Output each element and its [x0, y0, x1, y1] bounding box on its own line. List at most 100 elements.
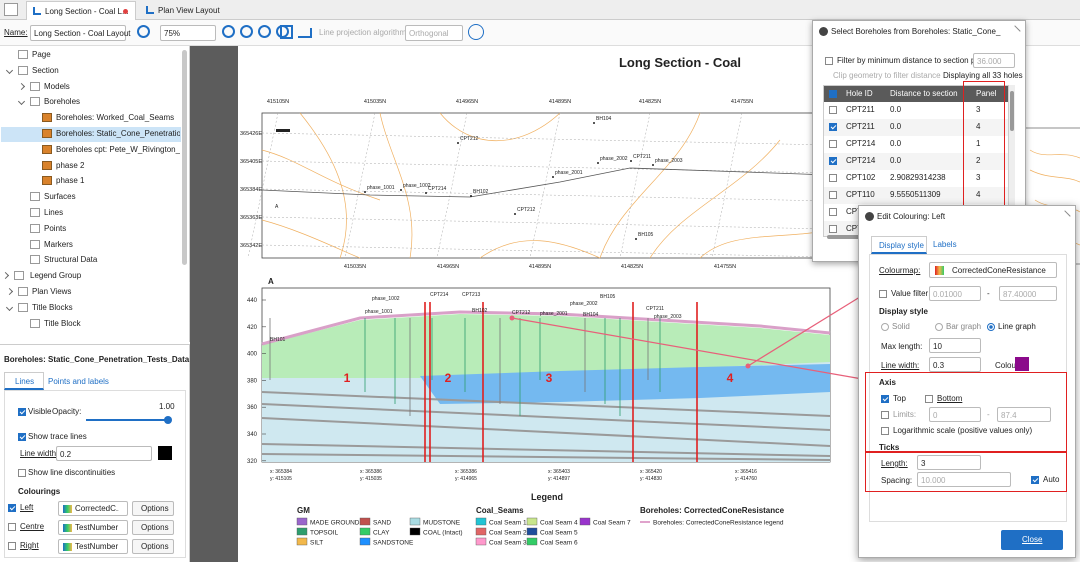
input[interactable]: 0.2	[56, 446, 152, 461]
borehole-label: BH102	[473, 189, 489, 195]
toolbar-icon[interactable]	[240, 25, 253, 38]
checkbox[interactable]	[881, 411, 889, 419]
plan-tick-label: 414825N	[639, 99, 661, 105]
column-header[interactable]: Hole ID	[846, 89, 873, 98]
slider-knob[interactable]	[164, 416, 172, 424]
input[interactable]: 87.40000	[999, 286, 1057, 301]
input[interactable]: 0.01000	[929, 286, 981, 301]
checkbox[interactable]	[8, 504, 16, 512]
tree-item[interactable]: Points	[44, 223, 67, 233]
tree-item[interactable]: Boreholes: Worked_Coal_Seams	[56, 113, 175, 123]
checkbox[interactable]	[1031, 476, 1039, 484]
zoom-icon[interactable]	[137, 25, 150, 38]
checkbox[interactable]	[8, 542, 16, 550]
checkbox[interactable]	[925, 395, 933, 403]
options-button[interactable]: Options	[132, 539, 174, 554]
input[interactable]: 10	[929, 338, 981, 353]
help-icon[interactable]	[468, 24, 484, 40]
tab-label[interactable]: Labels	[933, 240, 957, 249]
tree-item[interactable]: phase 2	[56, 160, 85, 170]
tree-item[interactable]: Section	[32, 65, 59, 75]
menu-button[interactable]	[4, 3, 18, 16]
checkbox[interactable]	[825, 57, 833, 65]
checkbox[interactable]	[8, 523, 16, 531]
input[interactable]: 0.3	[929, 357, 981, 372]
legend-swatch	[409, 527, 421, 536]
plan-grid-line	[261, 188, 831, 202]
column-header[interactable]: Distance to section	[890, 89, 958, 98]
tree-item[interactable]: Models	[44, 81, 70, 91]
input[interactable]: 87.4	[997, 407, 1051, 422]
colourmap-icon	[63, 524, 72, 532]
checkbox[interactable]	[18, 469, 26, 477]
radio-label[interactable]: Bar graph	[946, 322, 982, 331]
checkbox[interactable]	[829, 225, 837, 233]
colour-swatch[interactable]	[1015, 357, 1029, 371]
input[interactable]: Long Section - Coal Layout	[30, 25, 131, 41]
checkbox[interactable]	[18, 408, 26, 416]
tree-item[interactable]: Boreholes	[44, 97, 81, 107]
label: Bottom	[937, 394, 963, 403]
checkbox[interactable]	[881, 427, 889, 435]
tree-item[interactable]: phase 1	[56, 176, 85, 186]
tree-item[interactable]: Markers	[44, 239, 73, 249]
checkbox[interactable]	[829, 157, 837, 165]
checkbox[interactable]	[18, 433, 26, 441]
tree-item[interactable]: Boreholes: Static_Cone_Penetration_Tests	[56, 129, 180, 138]
checkbox[interactable]	[829, 123, 837, 131]
tab[interactable]: Plan View Layout	[140, 1, 250, 20]
checkbox[interactable]	[829, 106, 837, 114]
radio[interactable]	[987, 323, 995, 331]
borehole-label: phase_2001	[555, 170, 583, 176]
tab[interactable]: Long Section - Coal L...	[26, 1, 136, 20]
dialog-tab[interactable]: Display style	[871, 236, 927, 254]
toolbar-icon[interactable]	[258, 25, 271, 38]
radio-label[interactable]: Line graph	[998, 322, 1036, 331]
tree-item[interactable]: Structural Data	[44, 255, 98, 265]
tree-item[interactable]: Lines	[44, 208, 64, 217]
prop-tab-label[interactable]: Points and labels	[48, 377, 109, 386]
checkbox[interactable]	[829, 174, 837, 182]
input[interactable]: 36.000	[973, 53, 1015, 68]
tree-item[interactable]: Legend Group	[30, 271, 82, 281]
tree-item[interactable]: Plan Views	[32, 287, 72, 296]
input-value: 10	[933, 341, 942, 351]
colourmap-select[interactable]: CorrectedConeResistance	[929, 262, 1057, 278]
options-button[interactable]: Options	[132, 501, 174, 516]
plan-tick-label: 365384E	[240, 187, 262, 193]
legend-group-title: Coal_Seams	[476, 506, 524, 515]
seam-line	[261, 417, 831, 447]
tree-item[interactable]: Surfaces	[44, 192, 76, 202]
radio[interactable]	[935, 323, 943, 331]
legend-label: SANDSTONE	[373, 540, 414, 547]
checkbox[interactable]	[879, 290, 887, 298]
close-icon[interactable]	[1009, 25, 1021, 37]
input[interactable]: 75%	[160, 25, 216, 41]
input[interactable]: 0	[929, 407, 981, 422]
tree-item[interactable]: Title Block	[44, 318, 81, 328]
tree-item[interactable]: Page	[32, 50, 51, 59]
toolbar-icon[interactable]	[222, 25, 235, 38]
checkbox[interactable]	[829, 208, 837, 216]
tree-item[interactable]: Title Blocks	[32, 302, 73, 312]
colourmap-select[interactable]: CorrectedC...	[58, 501, 128, 516]
options-button[interactable]: Options	[132, 520, 174, 535]
save-icon[interactable]	[280, 25, 293, 39]
prop-tab[interactable]: Lines	[4, 372, 44, 390]
radio[interactable]	[881, 323, 889, 331]
header-checkbox[interactable]	[829, 90, 837, 98]
close-button[interactable]: Close	[1001, 530, 1063, 550]
radio-label[interactable]: Solid	[892, 322, 910, 331]
colourmap-select[interactable]: TestNumber	[58, 539, 128, 554]
input[interactable]: 10.000	[917, 472, 1011, 487]
export-icon[interactable]	[298, 28, 312, 38]
checkbox[interactable]	[829, 140, 837, 148]
column-header[interactable]: Panel	[976, 89, 997, 98]
checkbox[interactable]	[881, 395, 889, 403]
colour-swatch[interactable]	[158, 446, 172, 460]
colourmap-select[interactable]: TestNumber	[58, 520, 128, 535]
tree-item[interactable]: Boreholes cpt: Pete_W_Rivington_Demo_F	[56, 144, 180, 154]
close-icon[interactable]	[1059, 210, 1071, 222]
checkbox[interactable]	[829, 191, 837, 199]
input[interactable]: 3	[917, 455, 981, 470]
